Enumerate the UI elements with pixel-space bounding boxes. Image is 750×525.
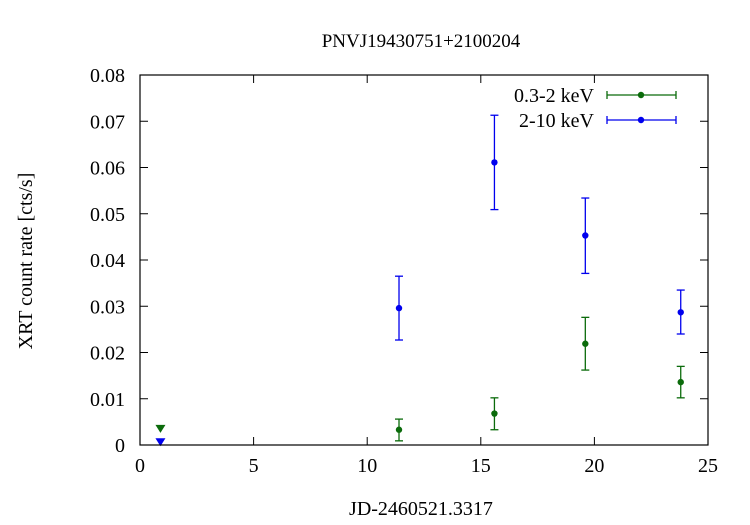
x-tick-label: 15 [471, 455, 491, 477]
data-point [395, 304, 403, 312]
y-tick-label: 0.01 [90, 389, 125, 411]
y-tick-label: 0.07 [90, 111, 125, 133]
legend-marker [637, 91, 645, 99]
x-tick-label: 0 [135, 455, 145, 477]
data-point [582, 232, 589, 239]
legend: 0.3-2 keV 2-10 keV [514, 85, 677, 132]
series-2-10-kev [155, 114, 685, 447]
marks-layer [155, 114, 685, 447]
data-point [677, 309, 684, 316]
data-point [395, 426, 403, 433]
legend-label: 2-10 keV [519, 110, 595, 132]
data-point [582, 340, 589, 347]
upper-limit-marker [155, 438, 166, 447]
y-tick-label: 0.02 [90, 343, 125, 365]
x-tick-label: 10 [357, 455, 377, 477]
data-point [677, 378, 684, 386]
y-tick-label: 0.08 [90, 65, 125, 87]
legend-label: 0.3-2 keV [514, 85, 595, 107]
y-tick-label: 0 [115, 435, 125, 457]
x-axis-label: JD-2460521.3317 [349, 498, 493, 520]
data-point [491, 410, 498, 417]
x-tick-label: 20 [584, 455, 604, 477]
chart-title: PNVJ19430751+2100204 [322, 31, 521, 52]
y-tick-label: 0.05 [90, 204, 125, 226]
y-tick-label: 0.04 [90, 250, 125, 272]
y-tick-label: 0.06 [90, 158, 125, 180]
y-tick-label: 0.03 [90, 296, 125, 318]
x-tick-label: 5 [249, 455, 259, 477]
data-point [491, 159, 498, 166]
plot-frame [139, 74, 709, 446]
x-tick-label: 25 [698, 455, 718, 477]
upper-limit-marker [155, 424, 166, 433]
y-axis-label: XRT count rate [cts/s] [15, 173, 37, 350]
legend-marker [637, 116, 645, 124]
series-0-3-2-kev [155, 316, 685, 442]
ticks-layer: 0 5 10 15 20 25 0 0.01 0.02 0.03 0.04 0.05 0.06 0.07 0… [90, 65, 718, 477]
